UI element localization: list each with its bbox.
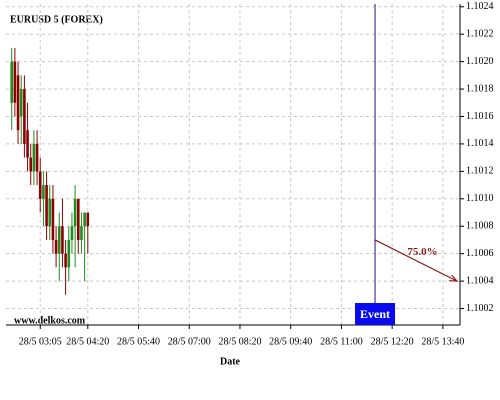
candle-body [80, 226, 83, 240]
y-tick-label: 1.1020 [466, 56, 494, 67]
x-tick-label: 28/5 13:40 [421, 336, 464, 347]
candle-body [70, 226, 74, 240]
candle-body [16, 75, 20, 131]
y-tick-label: 1.1018 [466, 83, 494, 94]
candle-body [45, 185, 48, 227]
forecast-arrow [374, 239, 458, 282]
watermark: www.delkos.com [14, 315, 86, 326]
y-tick-label: 1.1006 [466, 248, 494, 259]
x-axis-label: Date [220, 356, 241, 367]
candle-body [48, 198, 52, 227]
x-tick-label: 28/5 09:40 [269, 336, 312, 347]
x-tick-label: 28/5 11:00 [320, 336, 363, 347]
candle-body [73, 198, 77, 227]
y-tick-label: 1.1008 [466, 221, 494, 232]
candle-body [10, 61, 14, 103]
event-box [355, 303, 396, 325]
x-tick-label: 28/5 08:20 [218, 336, 261, 347]
candle-body [26, 130, 29, 158]
x-tick-label: 28/5 07:00 [168, 336, 211, 347]
y-tick-label: 1.1022 [466, 28, 494, 39]
y-tick-label: 1.1012 [466, 166, 494, 177]
forecast-label: 75.0% [407, 246, 437, 258]
arrow-head [448, 274, 459, 282]
x-tick-label: 28/5 12:20 [371, 336, 414, 347]
event-label: Event [360, 307, 390, 321]
candle-body [61, 226, 64, 254]
chart-title: EURUSD 5 (FOREX) [10, 14, 103, 25]
candle-body [13, 61, 17, 103]
candle-body [35, 143, 39, 172]
candle-body [38, 171, 42, 199]
y-tick-label: 1.1014 [466, 138, 494, 149]
candle-body [51, 198, 55, 240]
candle-body [83, 212, 86, 227]
y-tick-label: 1.1004 [466, 275, 494, 286]
candle-body [23, 89, 26, 144]
candle-body [42, 185, 45, 199]
x-tick-label: 28/5 03:05 [19, 336, 62, 347]
candle-body [19, 89, 23, 117]
x-tick-label: 28/5 05:40 [117, 336, 160, 347]
y-tick-label: 1.1016 [466, 111, 494, 122]
candle-body [29, 157, 33, 172]
candle-body [32, 143, 36, 172]
y-tick-label: 1.1024 [466, 1, 494, 12]
candle-body [76, 198, 80, 240]
candle-body [86, 212, 90, 227]
y-tick-label: 1.1010 [466, 193, 494, 204]
candle-body [57, 226, 61, 254]
x-tick-label: 28/5 04:20 [66, 336, 109, 347]
y-tick-label: 1.1002 [466, 303, 494, 314]
candle-body [67, 239, 71, 268]
candle-body [64, 253, 67, 268]
candle-body [54, 239, 58, 254]
